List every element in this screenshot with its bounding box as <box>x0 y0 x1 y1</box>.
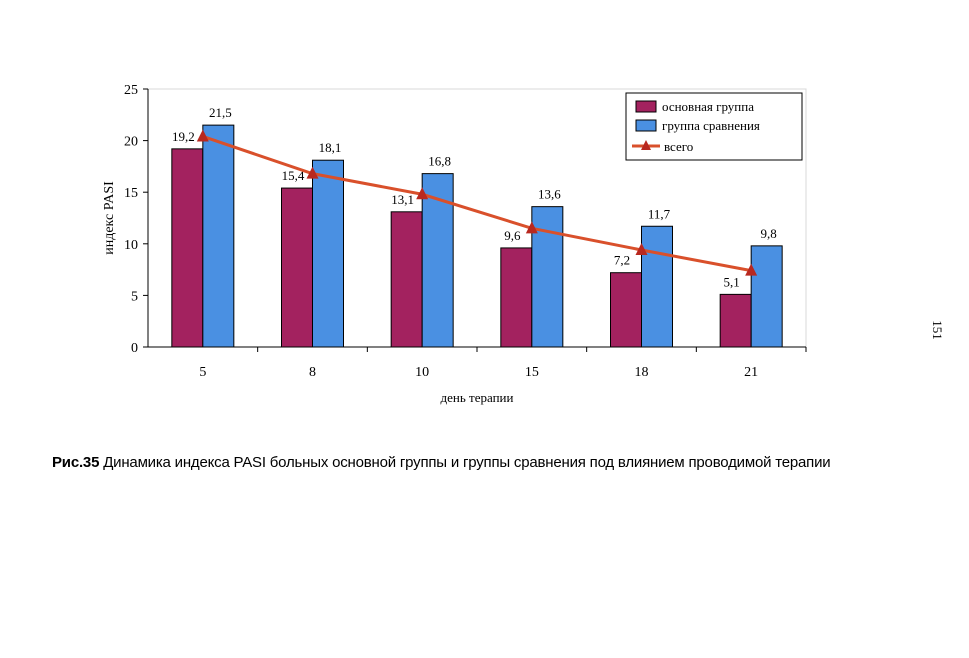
y-axis-title: индекс PASI <box>102 181 117 255</box>
figure-number: Рис.35 <box>52 454 100 471</box>
data-label: 18,1 <box>319 140 342 155</box>
bar-main-group <box>719 293 752 348</box>
data-label: 19,2 <box>172 129 195 144</box>
bar-main-group <box>171 148 204 348</box>
data-label: 11,7 <box>648 206 671 221</box>
bar-main-group <box>390 211 423 348</box>
legend-swatch <box>635 100 657 113</box>
y-tick-label: 5 <box>131 289 138 304</box>
figure-caption: Рис.35 Динамика индекса PASI больных осн… <box>52 454 831 471</box>
bar-comparison-group <box>312 159 344 348</box>
x-tick-label: 18 <box>635 365 649 380</box>
line-marker-total <box>525 221 538 234</box>
x-tick-label: 10 <box>415 365 429 380</box>
x-tick-label: 5 <box>199 365 206 380</box>
data-label: 21,5 <box>209 105 232 120</box>
bar-comparison-group <box>641 225 673 348</box>
x-tick-label: 15 <box>525 365 539 380</box>
bar-comparison-group <box>750 245 783 348</box>
y-tick-label: 10 <box>124 238 138 253</box>
line-marker-total <box>196 129 209 142</box>
legend-label: группа сравнения <box>662 118 760 133</box>
bar-main-group <box>610 272 642 348</box>
bar-comparison-group <box>531 206 564 348</box>
data-label: 9,8 <box>761 226 777 241</box>
data-label: 7,2 <box>614 253 630 268</box>
line-marker-total <box>635 242 648 255</box>
line-marker-total <box>306 166 319 179</box>
bar-main-group <box>281 187 313 348</box>
data-label: 15,4 <box>282 168 305 183</box>
legend-label: всего <box>664 139 693 154</box>
line-marker-total <box>745 263 758 276</box>
figure-caption-text: Динамика индекса PASI больных основной г… <box>99 454 831 471</box>
legend-marker <box>641 140 651 150</box>
line-marker-total <box>416 187 429 200</box>
data-label: 9,6 <box>504 228 521 243</box>
x-tick-label: 8 <box>309 365 316 380</box>
data-label: 16,8 <box>428 154 451 169</box>
data-label: 5,1 <box>724 274 740 289</box>
bar-main-group <box>500 247 533 348</box>
bar-comparison-group <box>202 124 235 348</box>
data-label: 13,1 <box>391 192 414 207</box>
legend-label: основная группа <box>662 99 754 114</box>
y-tick-label: 25 <box>124 83 138 98</box>
y-tick-label: 15 <box>124 186 138 201</box>
legend-swatch <box>635 119 657 132</box>
line-total <box>202 135 752 273</box>
page-number: 151 <box>930 320 945 340</box>
y-tick-label: 20 <box>124 135 138 150</box>
x-axis-title: день терапии <box>441 390 514 405</box>
y-tick-label: 0 <box>131 341 138 356</box>
data-label: 13,6 <box>538 187 561 202</box>
x-tick-label: 21 <box>744 365 758 380</box>
